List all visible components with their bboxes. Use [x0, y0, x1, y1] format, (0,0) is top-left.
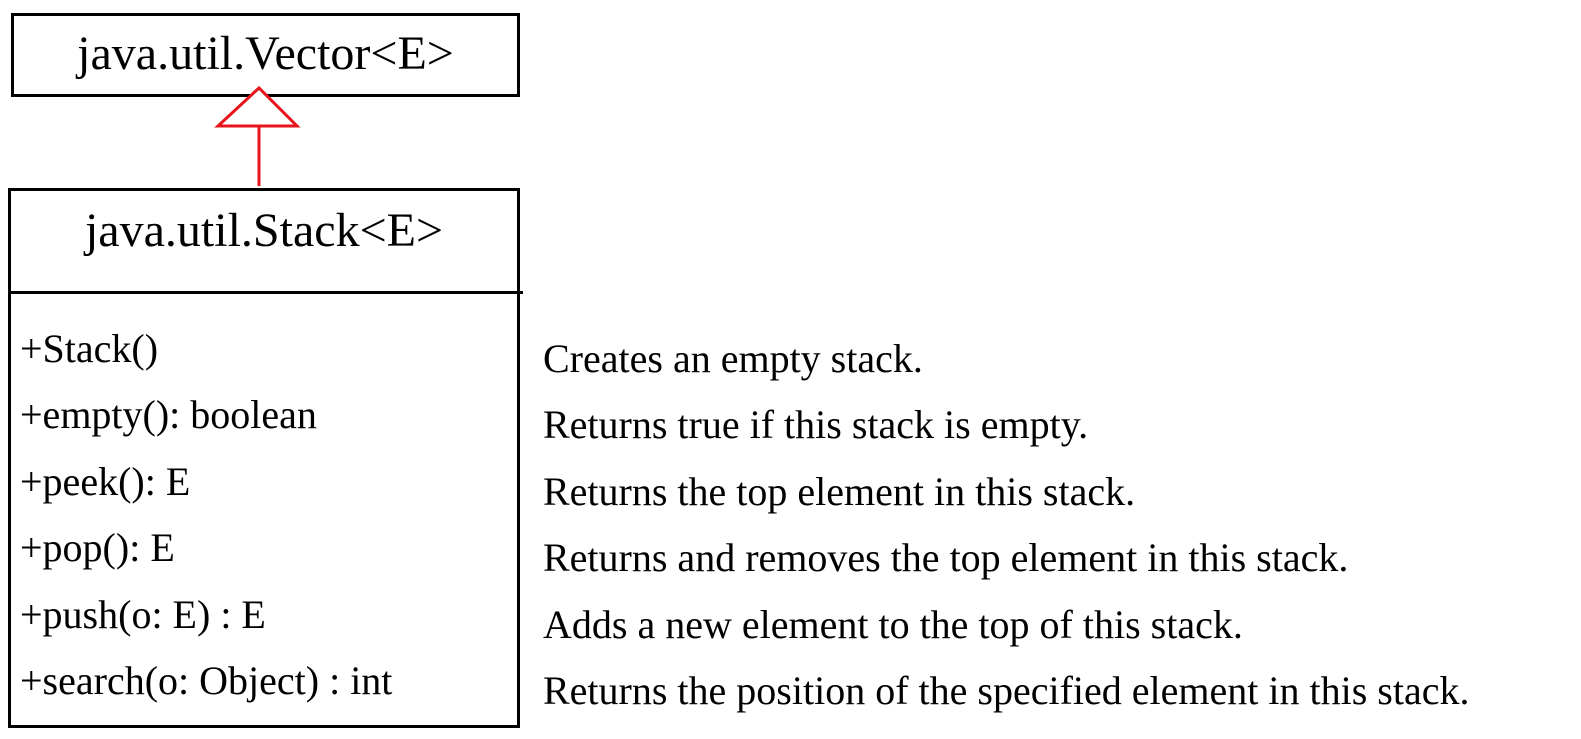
method-description: Returns true if this stack is empty.: [543, 402, 1089, 447]
method-signature: +peek(): E: [20, 459, 191, 504]
method-description: Adds a new element to the top of this st…: [543, 602, 1243, 647]
vector-class-name: java.util.Vector<E>: [77, 27, 454, 80]
method-description: Creates an empty stack.: [543, 336, 923, 381]
stack-class-box: java.util.Stack<E>: [8, 188, 520, 728]
method-description: Returns the position of the specified el…: [543, 668, 1470, 713]
stack-class-name: java.util.Stack<E>: [84, 204, 444, 257]
method-description: Returns the top element in this stack.: [543, 469, 1136, 514]
method-signature: +empty(): boolean: [20, 392, 317, 437]
vector-class-box: java.util.Vector<E>: [11, 13, 520, 97]
method-signature: +Stack(): [20, 326, 159, 371]
method-signature: +search(o: Object) : int: [20, 658, 393, 703]
method-description: Returns and removes the top element in t…: [543, 535, 1349, 580]
class-compartment-divider: [8, 291, 523, 294]
method-signature: +pop(): E: [20, 525, 175, 570]
method-signature: +push(o: E) : E: [20, 592, 266, 637]
